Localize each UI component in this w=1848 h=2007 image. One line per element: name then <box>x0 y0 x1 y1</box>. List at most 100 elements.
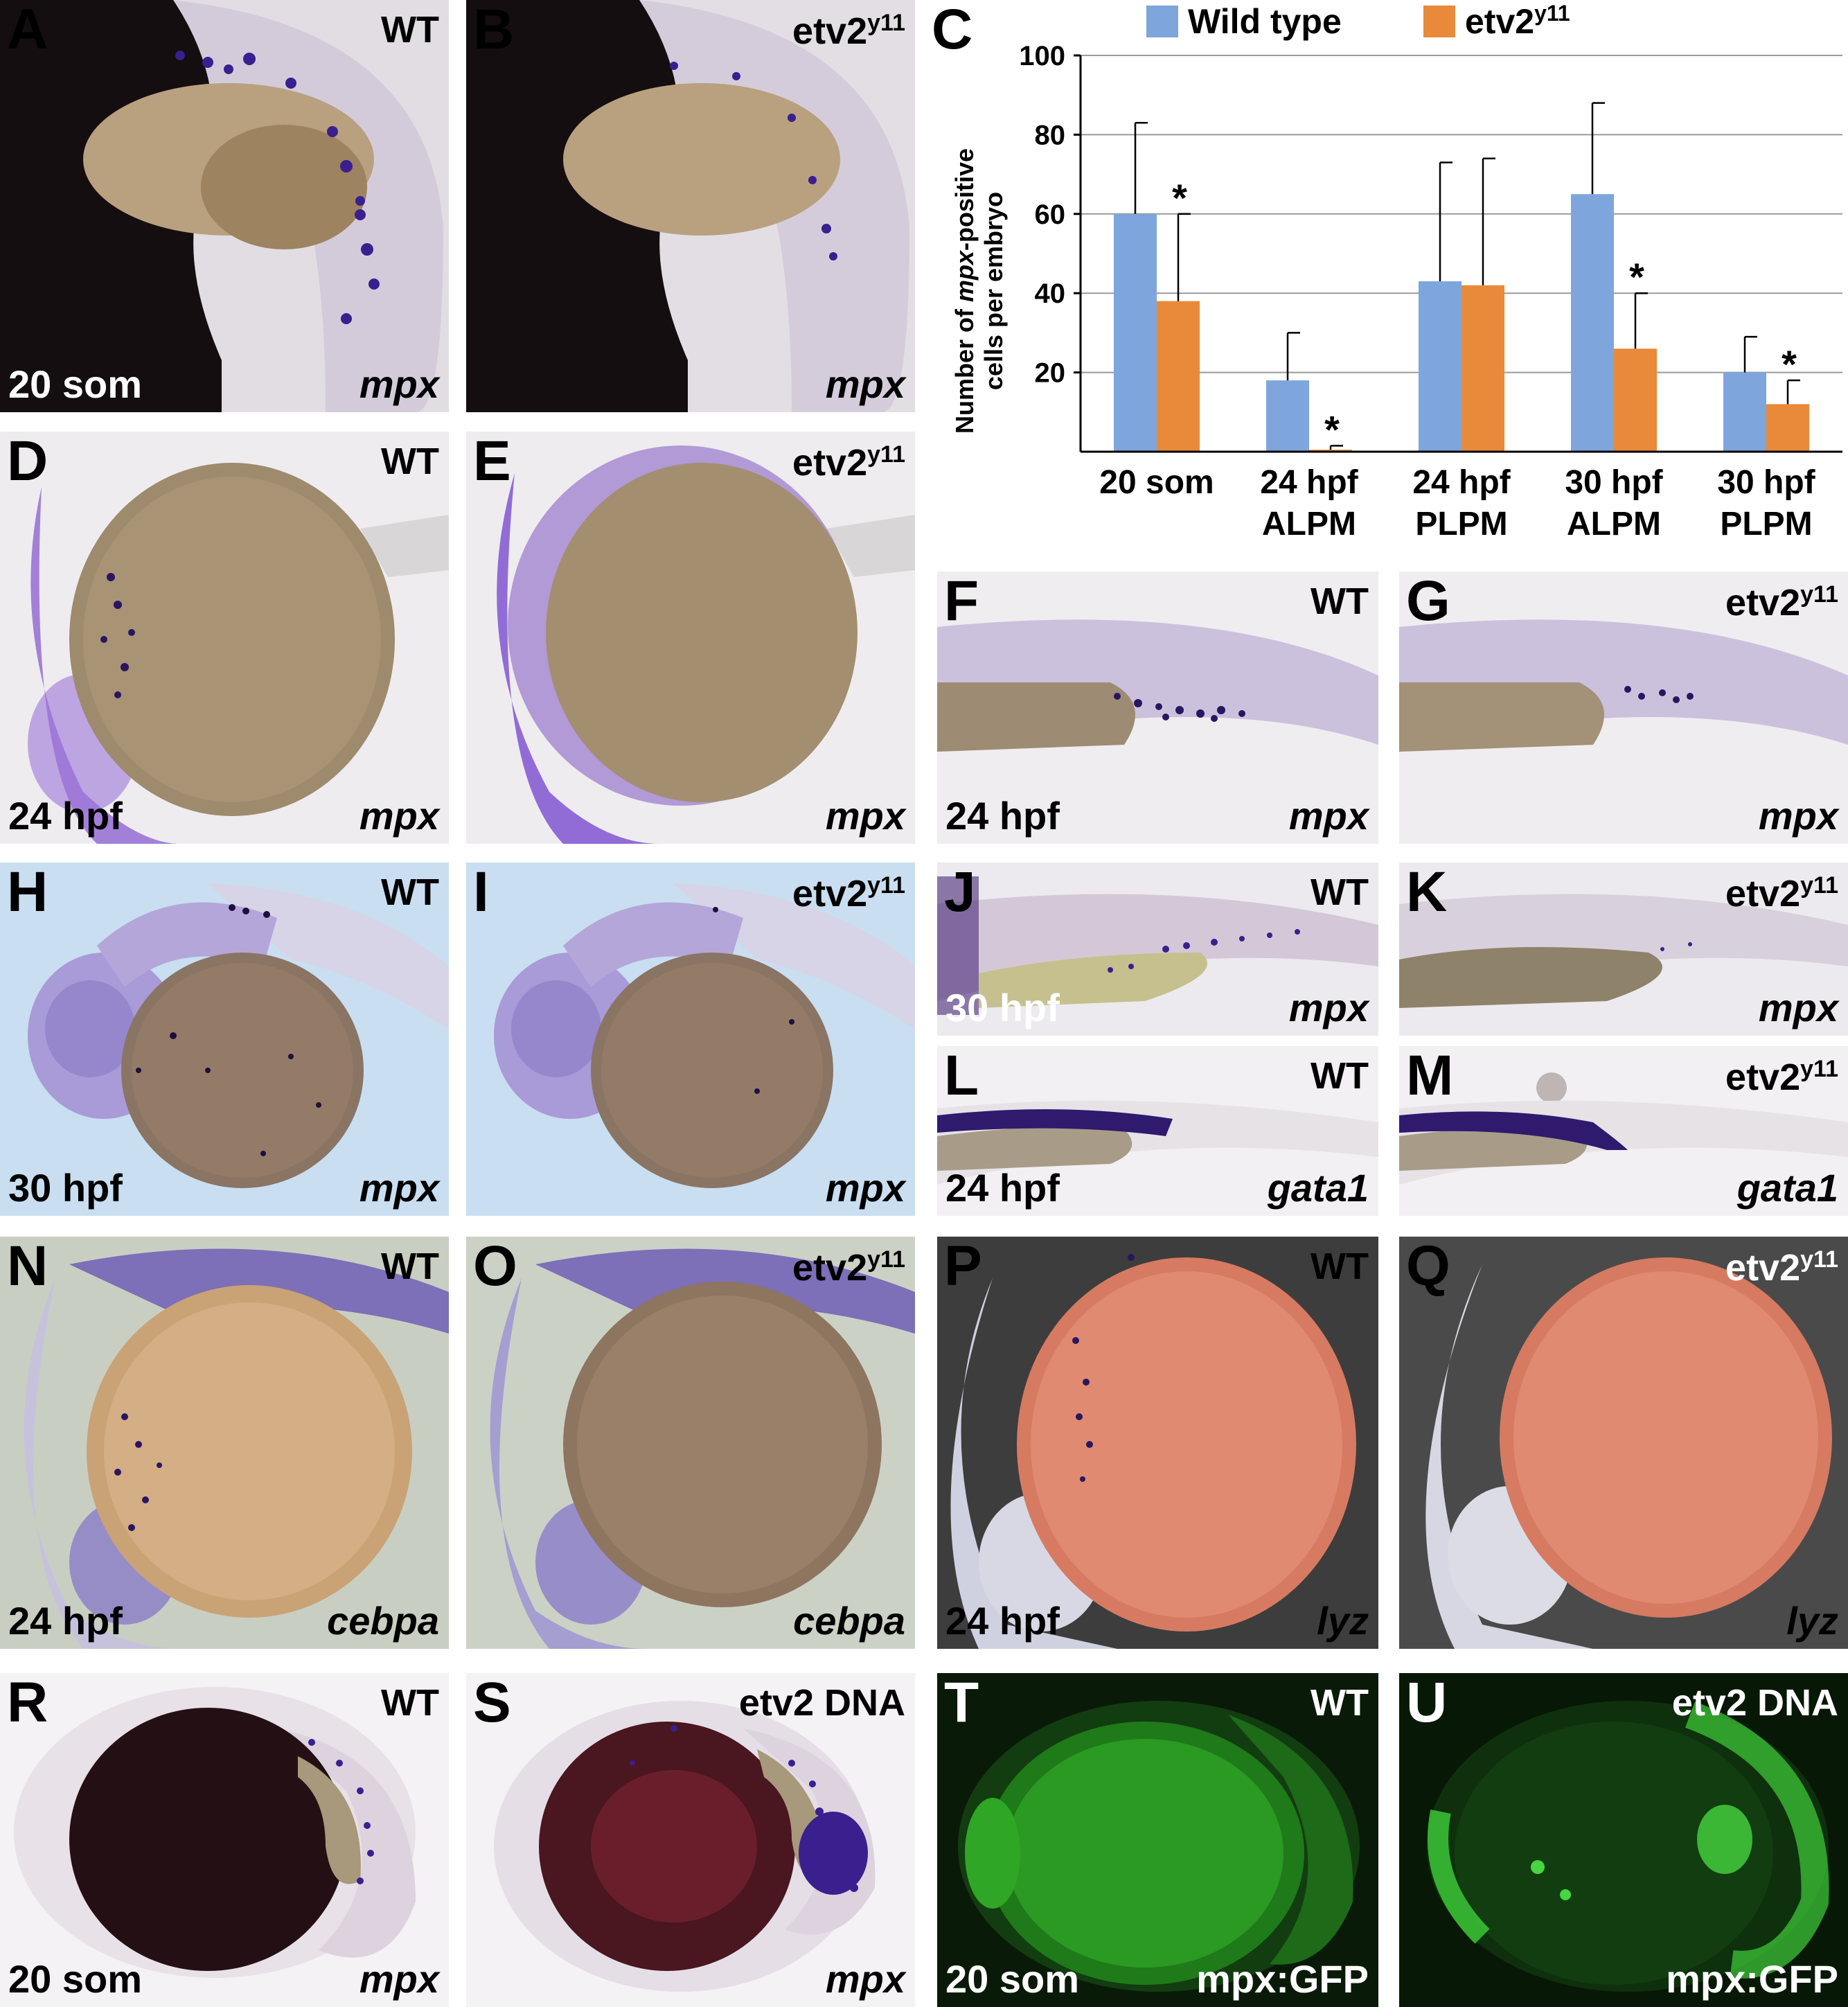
panel-label-E: E <box>473 432 511 493</box>
bars: * * * * <box>1114 102 1809 452</box>
probe-label-D: mpx <box>359 794 439 838</box>
stage-label-J: 30 hpf <box>945 986 1060 1029</box>
genotype-label-U: etv2 DNA <box>1671 1682 1838 1724</box>
bar-etv2-3 <box>1614 348 1657 452</box>
panel-O: O etv2y11 cebpa <box>466 1237 915 1649</box>
probe-label-G: mpx <box>1758 794 1838 838</box>
panel-label-Q: Q <box>1406 1237 1450 1298</box>
embryo-image-N <box>0 1237 449 1649</box>
panel-A: A WT 20 som mpx <box>0 0 449 412</box>
panel-M: M etv2y11 gata1 <box>1399 1046 1848 1216</box>
embryo-image-L <box>937 1046 1378 1216</box>
panel-B: B etv2y11 mpx <box>466 0 915 412</box>
bar-etv2-0 <box>1157 301 1200 452</box>
panel-F: F WT 24 hpf mpx <box>937 572 1378 844</box>
category-label: 30 hpf <box>1565 464 1663 501</box>
embryo-image-K <box>1399 863 1848 1036</box>
genotype-label-E: etv2y11 <box>792 441 905 484</box>
embryo-image-R <box>0 1673 449 2007</box>
significance-star: * <box>1324 407 1340 451</box>
stage-label-F: 24 hpf <box>945 794 1060 838</box>
legend-label-wild-type: Wild type <box>1188 2 1342 41</box>
panel-P: P WT 24 hpf lyz <box>937 1237 1378 1649</box>
panel-label-P: P <box>944 1237 982 1298</box>
genotype-label-F: WT <box>1311 581 1369 622</box>
stage-label-T: 20 som <box>945 1957 1079 2001</box>
panel-label-U: U <box>1406 1673 1448 1734</box>
panel-label-B: B <box>473 0 515 61</box>
embryo-image-Q <box>1399 1237 1848 1649</box>
genotype-label-A: WT <box>381 9 439 51</box>
panel-L: L WT 24 hpf gata1 <box>937 1046 1378 1216</box>
category-label: ALPM <box>1262 506 1356 542</box>
panel-E: E etv2y11 mpx <box>466 432 915 844</box>
y-tick-label: 40 <box>1035 278 1066 309</box>
probe-label-I: mpx <box>825 1166 905 1210</box>
category-label: PLPM <box>1720 506 1812 542</box>
panel-label-R: R <box>7 1673 48 1734</box>
panel-N: N WT 24 hpf cebpa <box>0 1237 449 1649</box>
category-label: PLPM <box>1415 506 1507 542</box>
y-axis-label-line2: cells per embryo <box>979 192 1008 390</box>
genotype-label-B: etv2y11 <box>792 10 905 52</box>
bar-wild-type-0 <box>1114 213 1157 452</box>
stage-label-R: 20 som <box>8 1957 142 2001</box>
y-tick-labels: 20 40 60 80 100 <box>1019 41 1065 389</box>
probe-label-E: mpx <box>825 794 905 838</box>
bar-etv2-2 <box>1461 285 1504 452</box>
probe-label-O: cebpa <box>793 1599 905 1643</box>
embryo-image-T <box>937 1673 1378 2007</box>
panel-T: T WT 20 som mpx:GFP <box>937 1673 1378 2007</box>
probe-label-J: mpx <box>1288 986 1369 1029</box>
probe-label-S: mpx <box>825 1957 905 2001</box>
embryo-image-U <box>1399 1673 1848 2007</box>
probe-label-L: gata1 <box>1267 1166 1369 1210</box>
y-axis-label-line1: Number of mpx-positive <box>950 148 979 434</box>
genotype-label-N: WT <box>381 1246 439 1287</box>
genotype-label-I: etv2y11 <box>792 872 905 914</box>
panel-label-N: N <box>7 1237 48 1298</box>
stage-label-N: 24 hpf <box>8 1599 123 1643</box>
category-label: ALPM <box>1567 506 1661 542</box>
panel-Q: Q etv2y11 lyz <box>1399 1237 1848 1649</box>
panel-label-F: F <box>944 572 979 633</box>
probe-label-Q: lyz <box>1786 1599 1838 1643</box>
genotype-label-D: WT <box>381 441 439 482</box>
panel-label-S: S <box>473 1673 511 1734</box>
probe-label-H: mpx <box>359 1166 439 1210</box>
category-label: 20 som <box>1099 464 1214 501</box>
bar-chart: C Wild type etv2y11 Number of mpx-positi… <box>932 0 1842 542</box>
genotype-label-M: etv2y11 <box>1725 1056 1838 1098</box>
probe-label-U: mpx:GFP <box>1666 1957 1838 2001</box>
probe-label-T: mpx:GFP <box>1196 1957 1369 2001</box>
embryo-image-S <box>466 1673 915 2007</box>
bar-etv2-4 <box>1766 404 1809 452</box>
embryo-image-B <box>466 0 915 412</box>
bar-wild-type-4 <box>1723 372 1766 452</box>
embryo-image-E <box>466 432 915 844</box>
probe-label-R: mpx <box>359 1957 439 2001</box>
probe-label-F: mpx <box>1288 794 1369 838</box>
genotype-label-H: WT <box>381 872 439 913</box>
stage-label-H: 30 hpf <box>8 1166 123 1210</box>
bar-wild-type-2 <box>1419 281 1461 452</box>
panel-label-I: I <box>473 863 489 923</box>
panel-R: R WT 20 som mpx <box>0 1673 449 2007</box>
embryo-image-I <box>466 863 915 1216</box>
genotype-label-T: WT <box>1311 1682 1369 1724</box>
embryo-image-A <box>0 0 449 412</box>
panel-J: J WT 30 hpf mpx <box>937 863 1378 1036</box>
panel-label-D: D <box>7 432 48 493</box>
panel-I: I etv2y11 mpx <box>466 863 915 1216</box>
panel-label-C: C <box>932 0 972 61</box>
category-labels: 20 som 24 hpf ALPM 24 hpf PLPM 30 hpf ALPM 30 h… <box>1099 464 1815 542</box>
y-tick-label: 80 <box>1035 120 1066 150</box>
significance-star: * <box>1782 342 1797 386</box>
panel-label-H: H <box>7 863 48 923</box>
panel-D: D WT 24 hpf mpx <box>0 432 449 844</box>
genotype-label-J: WT <box>1311 872 1369 913</box>
significance-star: * <box>1629 255 1644 299</box>
genotype-label-R: WT <box>381 1682 439 1724</box>
genotype-label-P: WT <box>1311 1246 1369 1287</box>
panel-label-M: M <box>1406 1046 1454 1107</box>
